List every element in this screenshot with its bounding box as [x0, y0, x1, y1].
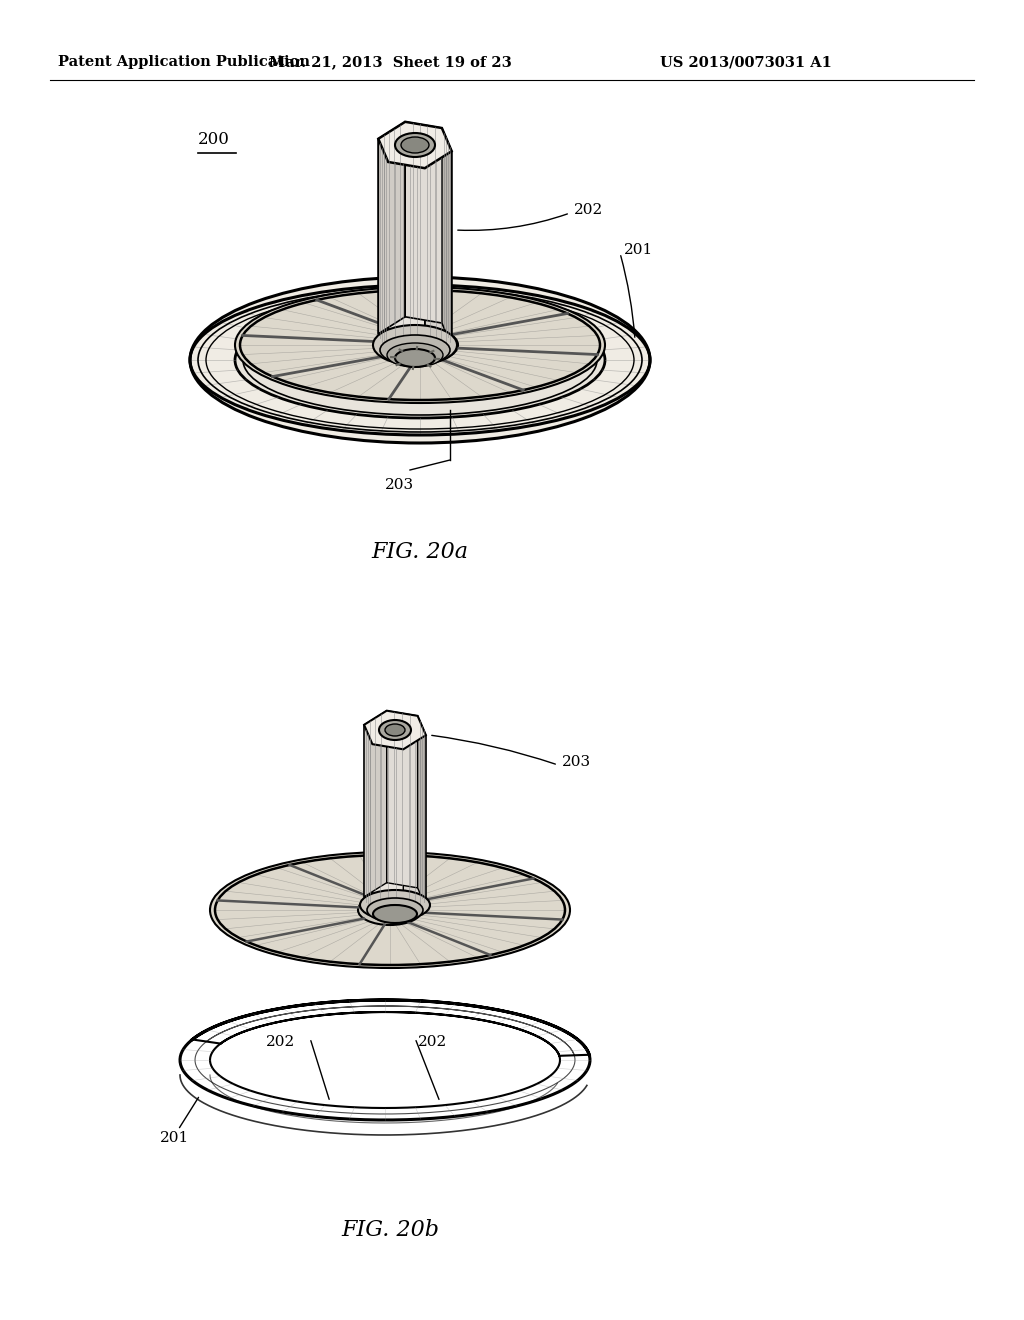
Ellipse shape [367, 898, 423, 921]
Polygon shape [365, 710, 387, 896]
Text: 201: 201 [624, 243, 653, 257]
Polygon shape [373, 744, 403, 921]
Ellipse shape [382, 327, 458, 363]
Text: 202: 202 [266, 1035, 295, 1049]
Text: 202: 202 [574, 203, 603, 216]
Text: US 2013/0073031 A1: US 2013/0073031 A1 [660, 55, 831, 69]
Ellipse shape [395, 348, 435, 367]
Ellipse shape [210, 851, 570, 968]
Text: 200: 200 [198, 131, 229, 148]
Polygon shape [388, 162, 425, 363]
Ellipse shape [380, 335, 450, 366]
Polygon shape [378, 139, 388, 356]
Text: 201: 201 [160, 1131, 189, 1144]
Ellipse shape [385, 723, 406, 737]
Ellipse shape [373, 906, 417, 923]
Text: FIG. 20b: FIG. 20b [341, 1218, 439, 1241]
Polygon shape [365, 725, 373, 916]
Polygon shape [378, 121, 406, 334]
Ellipse shape [190, 277, 650, 444]
Text: Patent Application Publication: Patent Application Publication [58, 55, 310, 69]
Ellipse shape [379, 719, 411, 741]
Ellipse shape [360, 890, 430, 920]
Text: 203: 203 [385, 478, 414, 492]
Ellipse shape [234, 286, 605, 403]
Polygon shape [387, 710, 418, 888]
Text: FIG. 20a: FIG. 20a [372, 541, 469, 564]
Text: 202: 202 [418, 1035, 447, 1049]
Text: Mar. 21, 2013  Sheet 19 of 23: Mar. 21, 2013 Sheet 19 of 23 [268, 55, 511, 69]
Ellipse shape [387, 343, 443, 367]
Polygon shape [365, 710, 426, 921]
Text: 203: 203 [562, 755, 591, 770]
Ellipse shape [395, 133, 435, 157]
Polygon shape [378, 121, 452, 363]
Ellipse shape [373, 325, 457, 366]
Polygon shape [365, 710, 426, 750]
Ellipse shape [234, 302, 605, 418]
Polygon shape [425, 152, 452, 363]
Polygon shape [403, 735, 426, 921]
Ellipse shape [358, 895, 422, 925]
Ellipse shape [401, 137, 429, 153]
Polygon shape [418, 715, 426, 907]
Polygon shape [442, 128, 452, 346]
Polygon shape [378, 121, 452, 168]
Polygon shape [406, 121, 442, 323]
